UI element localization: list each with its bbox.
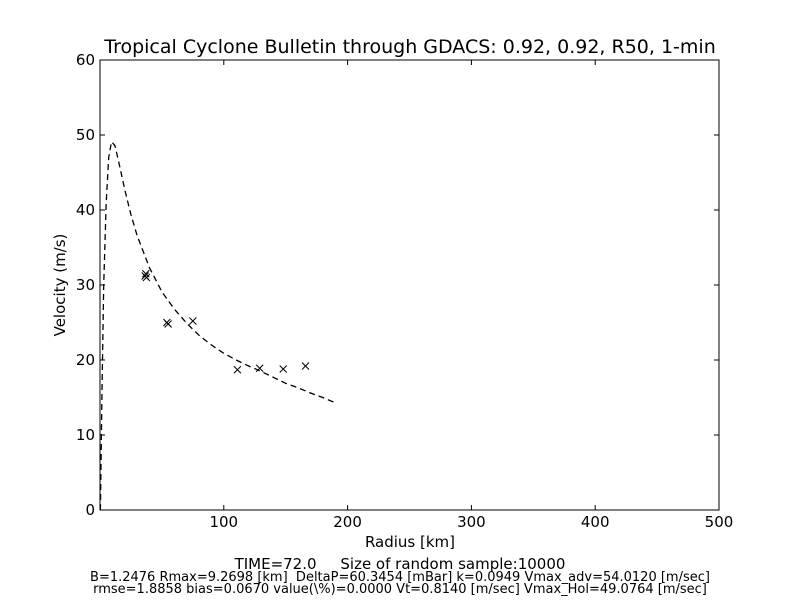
observation-marker — [142, 273, 151, 282]
y-tick-label: 30 — [76, 276, 95, 294]
axis-ticks: 100 200 300 400 500 0 10 20 30 40 50 60 — [76, 51, 733, 531]
y-tick-label: 0 — [85, 501, 95, 519]
y-tick-label: 50 — [76, 126, 95, 144]
y-tick-label: 10 — [76, 426, 95, 444]
data-series — [99, 140, 336, 511]
observation-marker — [301, 362, 310, 370]
x-tick-label: 300 — [457, 513, 486, 531]
y-tick-label: 40 — [76, 201, 95, 219]
x-tick-label: 500 — [705, 513, 734, 531]
chart: Tropical Cyclone Bulletin through GDACS:… — [51, 36, 733, 551]
x-tick-label: 400 — [581, 513, 610, 531]
x-axis-label: Radius [km] — [365, 533, 455, 551]
observation-marker — [233, 365, 242, 374]
observation-marker — [279, 365, 288, 373]
observation-marker — [164, 320, 172, 328]
parameters-text: B=1.2476 Rmax=9.2698 [km] DeltaP=60.3454… — [90, 570, 710, 585]
wind-profile-curve — [99, 140, 336, 511]
y-tick-label: 60 — [76, 51, 95, 69]
x-tick-label: 200 — [333, 513, 362, 531]
y-tick-label: 20 — [76, 351, 95, 369]
observation-marker — [255, 364, 264, 373]
observation-marker — [188, 317, 197, 325]
time-sample-text: TIME=72.0 Size of random sample:10000 — [234, 555, 566, 573]
statistics-text: rmse=1.8858 bias=0.0670 value(\%)=0.0000… — [93, 582, 707, 597]
x-tick-label: 100 — [209, 513, 238, 531]
y-axis-label: Velocity (m/s) — [51, 234, 69, 337]
chart-title: Tropical Cyclone Bulletin through GDACS:… — [103, 36, 716, 58]
plot-frame — [99, 59, 720, 511]
